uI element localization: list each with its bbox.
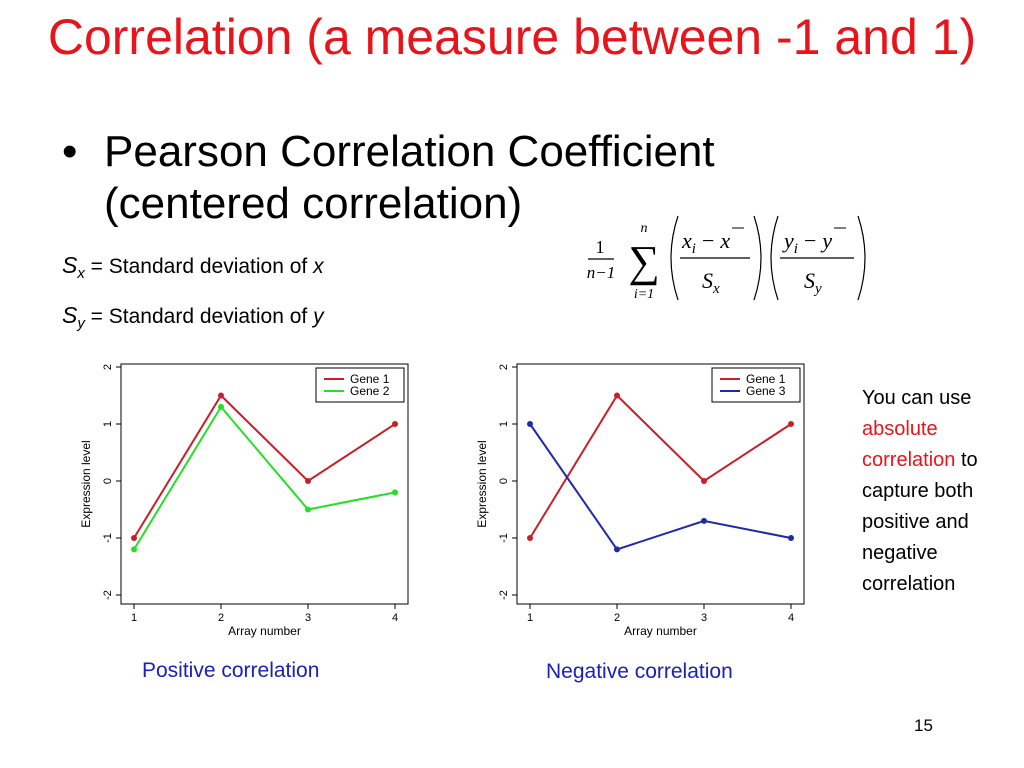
caption-negative: Negative correlation bbox=[546, 660, 733, 683]
y-tick-label: 0 bbox=[102, 478, 114, 484]
series-line bbox=[133, 393, 396, 539]
formula-term1-den: Sx bbox=[702, 268, 720, 297]
def-text: Standard deviation of bbox=[108, 305, 314, 328]
side-note-highlight: absolute correlation bbox=[862, 418, 956, 471]
y-tick-label: -2 bbox=[102, 590, 114, 600]
x-axis-label: Array number bbox=[228, 624, 301, 638]
x-axis-label: Array number bbox=[624, 624, 697, 638]
y-tick-label: -2 bbox=[498, 590, 510, 600]
right-paren-icon bbox=[753, 215, 762, 301]
side-note-rest-a: to bbox=[960, 449, 978, 471]
x-tick-label: 2 bbox=[218, 612, 224, 624]
def-equals: = bbox=[84, 305, 109, 328]
data-point bbox=[218, 403, 224, 410]
legend-label: Gene 1 bbox=[746, 372, 786, 386]
x-tick-label: 1 bbox=[527, 612, 533, 624]
bullet-dot-icon: • bbox=[62, 127, 78, 176]
sum-icon: ∑ bbox=[628, 237, 659, 286]
y-tick-label: -1 bbox=[498, 533, 510, 543]
x-tick-label: 4 bbox=[392, 612, 398, 624]
data-point bbox=[788, 535, 794, 541]
data-point bbox=[392, 489, 398, 496]
page-number: 15 bbox=[914, 716, 933, 735]
definition-sx: Sx = Standard deviation of x bbox=[62, 252, 324, 282]
side-note-rest-b: capture both positive and negative corre… bbox=[862, 480, 974, 595]
pearson-formula: 1 n−1 n ∑ i=1 xi − x Sx yi − y Sy bbox=[587, 215, 866, 302]
data-point bbox=[788, 421, 794, 427]
formula-sum-upper: n bbox=[641, 221, 648, 236]
bullet-text: Pearson Correlation Coefficient (centere… bbox=[104, 127, 715, 228]
def-symbol: S bbox=[62, 302, 78, 328]
formula-term1-num: xi − x bbox=[681, 228, 730, 257]
def-equals: = bbox=[84, 255, 109, 278]
data-point bbox=[614, 392, 620, 399]
y-tick-label: 2 bbox=[498, 364, 510, 370]
caption-positive: Positive correlation bbox=[142, 659, 320, 682]
y-axis-label: Expression level bbox=[475, 440, 489, 527]
series-line bbox=[133, 405, 396, 550]
y-tick-label: 0 bbox=[498, 478, 510, 484]
legend-label: Gene 3 bbox=[746, 384, 786, 398]
y-tick-label: 1 bbox=[498, 421, 510, 427]
chart-negative-svg: -2 -1 0 1 2 1 2 3 4 Array number Expression level G… bbox=[475, 363, 805, 638]
x-tick-label: 4 bbox=[788, 612, 794, 624]
chart-positive-svg: -2 -1 0 1 2 1 2 3 4 Array number Expression level G… bbox=[79, 363, 409, 638]
data-point bbox=[131, 546, 137, 553]
formula-term2-den: Sy bbox=[804, 268, 822, 297]
side-note-line1: You can use bbox=[862, 387, 972, 409]
def-text: Standard deviation of bbox=[108, 255, 314, 278]
x-tick-label: 3 bbox=[305, 612, 311, 624]
data-point bbox=[305, 478, 311, 484]
x-tick-label: 1 bbox=[131, 612, 137, 624]
y-axis-label: Expression level bbox=[79, 440, 93, 527]
data-point bbox=[131, 535, 137, 541]
def-subscript: x bbox=[77, 265, 85, 282]
y-tick-label: -1 bbox=[102, 533, 114, 543]
legend-box bbox=[711, 367, 801, 403]
plot-frame bbox=[516, 363, 805, 605]
formula-one: 1 bbox=[596, 237, 605, 257]
left-paren-icon bbox=[670, 215, 679, 301]
x-tick-label: 2 bbox=[614, 612, 620, 624]
def-symbol: S bbox=[62, 252, 78, 278]
data-point bbox=[527, 535, 533, 541]
legend-label: Gene 2 bbox=[350, 384, 390, 398]
series-line bbox=[529, 393, 792, 539]
plot-frame bbox=[120, 363, 409, 605]
legend-label: Gene 1 bbox=[350, 372, 390, 386]
definition-sy: Sy = Standard deviation of y bbox=[62, 302, 324, 332]
def-variable: y bbox=[313, 305, 324, 328]
data-point bbox=[527, 421, 533, 427]
formula-sum-lower: i=1 bbox=[634, 287, 654, 302]
chart-negative: -2 -1 0 1 2 1 2 3 4 Array number Expression level G… bbox=[474, 352, 814, 653]
y-tick-label: 2 bbox=[102, 364, 114, 370]
left-paren-icon bbox=[770, 215, 779, 301]
y-tick-label: 1 bbox=[102, 421, 114, 427]
legend-box bbox=[315, 367, 405, 403]
series-line bbox=[529, 423, 792, 551]
formula-term2-num: yi − y bbox=[782, 228, 832, 257]
def-variable: x bbox=[313, 255, 324, 278]
data-point bbox=[218, 392, 224, 399]
right-paren-icon bbox=[857, 215, 866, 301]
data-point bbox=[614, 546, 620, 553]
data-point bbox=[701, 478, 707, 484]
side-note: You can use absolute correlation to capt… bbox=[862, 383, 1022, 600]
data-point bbox=[701, 517, 707, 524]
data-point bbox=[392, 421, 398, 427]
data-point bbox=[305, 506, 311, 513]
slide-title: Correlation (a measure between -1 and 1) bbox=[47, 9, 977, 65]
chart-positive: -2 -1 0 1 2 1 2 3 4 Array number Expression level G… bbox=[78, 352, 418, 653]
formula-n-minus-1: n−1 bbox=[587, 263, 615, 282]
x-tick-label: 3 bbox=[701, 612, 707, 624]
def-subscript: y bbox=[77, 315, 85, 332]
